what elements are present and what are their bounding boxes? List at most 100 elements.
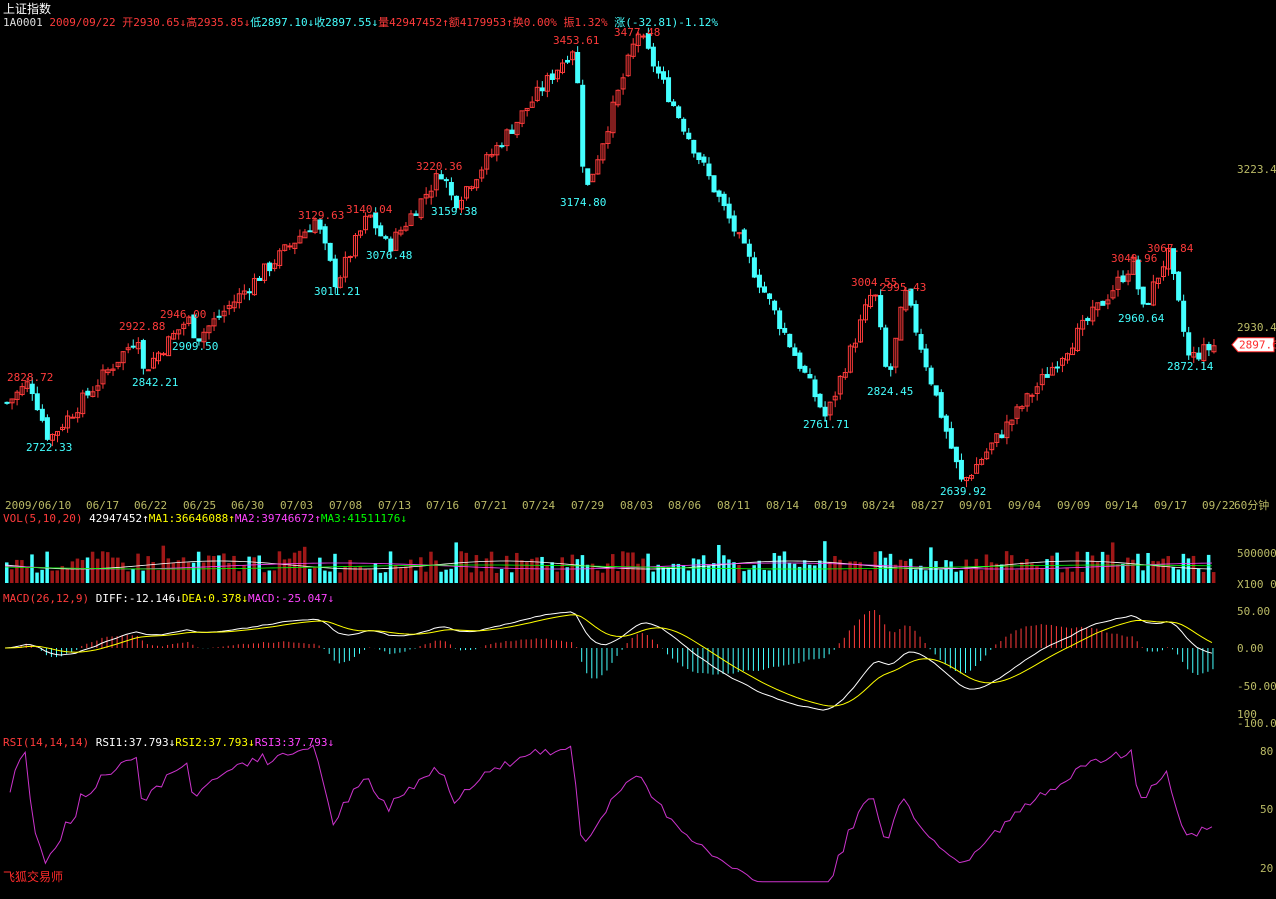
candle-body [1135,259,1141,290]
volume-bar [656,564,660,583]
volume-bar [70,561,75,583]
candle-body [1145,302,1151,305]
volume-bar [156,570,160,583]
date-tick-7: 07/08 [329,499,362,512]
volume-bar [722,555,726,583]
candle-body [1211,345,1217,353]
volume-bar [1171,567,1176,583]
volume-bar [818,560,822,583]
volume-bar [25,567,29,583]
candle-body [302,231,308,239]
candle-body [575,51,581,84]
candle-body [484,154,490,170]
candle-body [14,391,20,400]
volume-bar [126,571,130,583]
volume-bar [358,565,362,583]
candle-body [105,369,111,374]
volume-bar [979,570,984,583]
volume-bar [1110,542,1115,583]
volume-bar [595,570,600,583]
candle-body [226,304,232,310]
volume-bar [1100,551,1105,583]
peak-label-10: 3076.48 [366,249,412,262]
volume-bar [368,569,373,583]
candle-body [681,118,687,132]
volume-bar [1191,555,1196,583]
volume-bar [908,558,913,583]
candle-body [590,173,596,183]
peak-label-5: 2946.00 [160,308,206,321]
volume-bar [1045,559,1049,583]
volume-bar [535,557,539,583]
quote-volume: 量42947452↑ [378,16,449,29]
volume-bar [1176,569,1181,583]
candle-body [969,474,975,479]
candle-body [1120,275,1126,283]
volume-bar [833,556,837,583]
date-tick-16: 08/14 [766,499,799,512]
candle-body [363,215,369,231]
macd-value: MACD:-25.047↓ [248,592,335,605]
date-tick-4: 06/25 [183,499,216,512]
volume-bar [848,561,852,583]
volume-bar [222,553,226,583]
volume-bar [974,558,979,583]
candle-body [1054,366,1060,369]
candle-body [913,304,919,333]
candle-body [1150,281,1156,306]
volume-bar [747,569,751,583]
volume-bar [1080,571,1085,583]
candle-body [100,369,106,385]
candle-body [241,290,247,295]
peak-label-12: 3159.38 [431,205,477,218]
volume-bar [323,570,327,583]
volume-bar [494,572,499,583]
candle-body [80,392,86,415]
candle-body [171,332,177,340]
candle-body [322,226,328,244]
candle-body [908,288,914,306]
date-tick-15: 08/11 [717,499,750,512]
date-tick-1: 2009/06/10 [5,499,71,512]
volume-bar [1040,567,1044,583]
volume-bar [131,568,135,583]
candle-body [1181,300,1187,332]
candle-body [216,315,222,318]
volume-bar [1136,553,1140,583]
candle-body [842,371,848,378]
candle-body [39,408,45,421]
candle-body [600,143,606,161]
volume-bar [277,551,282,583]
quote-open: 开2930.65↓ [122,16,187,29]
volume-bar [318,557,322,583]
candle-body [827,401,833,416]
volume-bar [1035,566,1039,583]
peak-label-22: 3067.84 [1147,242,1194,255]
candle-body [1029,394,1035,397]
rsi1-value: RSI1:37.793↓ [95,736,176,749]
volume-bar [1105,554,1110,583]
candle-body [635,33,641,46]
candle-body [701,156,707,163]
candle-body [110,368,116,371]
candle-body [459,199,464,210]
quote-date: 2009/09/22 [49,16,116,29]
volume-bar [767,570,772,583]
candle-body [267,262,273,272]
candle-body [1049,366,1055,376]
volume-bar [853,561,857,583]
macd-axis-label-3: -50.00 [1237,680,1276,693]
volume-bar [1186,558,1191,583]
volume-bar [838,559,842,583]
volume-bar [510,572,514,583]
candle-body [817,393,823,408]
candle-body [923,348,929,368]
candle-body [55,431,60,436]
quote-high: 高2935.85↓ [186,16,251,29]
date-tick-19: 08/27 [911,499,944,512]
candle-body [948,428,954,449]
candle-body [878,295,884,328]
volume-ma3-line [4,564,1212,570]
candle-body [994,433,1000,443]
volume-bar [706,565,711,583]
